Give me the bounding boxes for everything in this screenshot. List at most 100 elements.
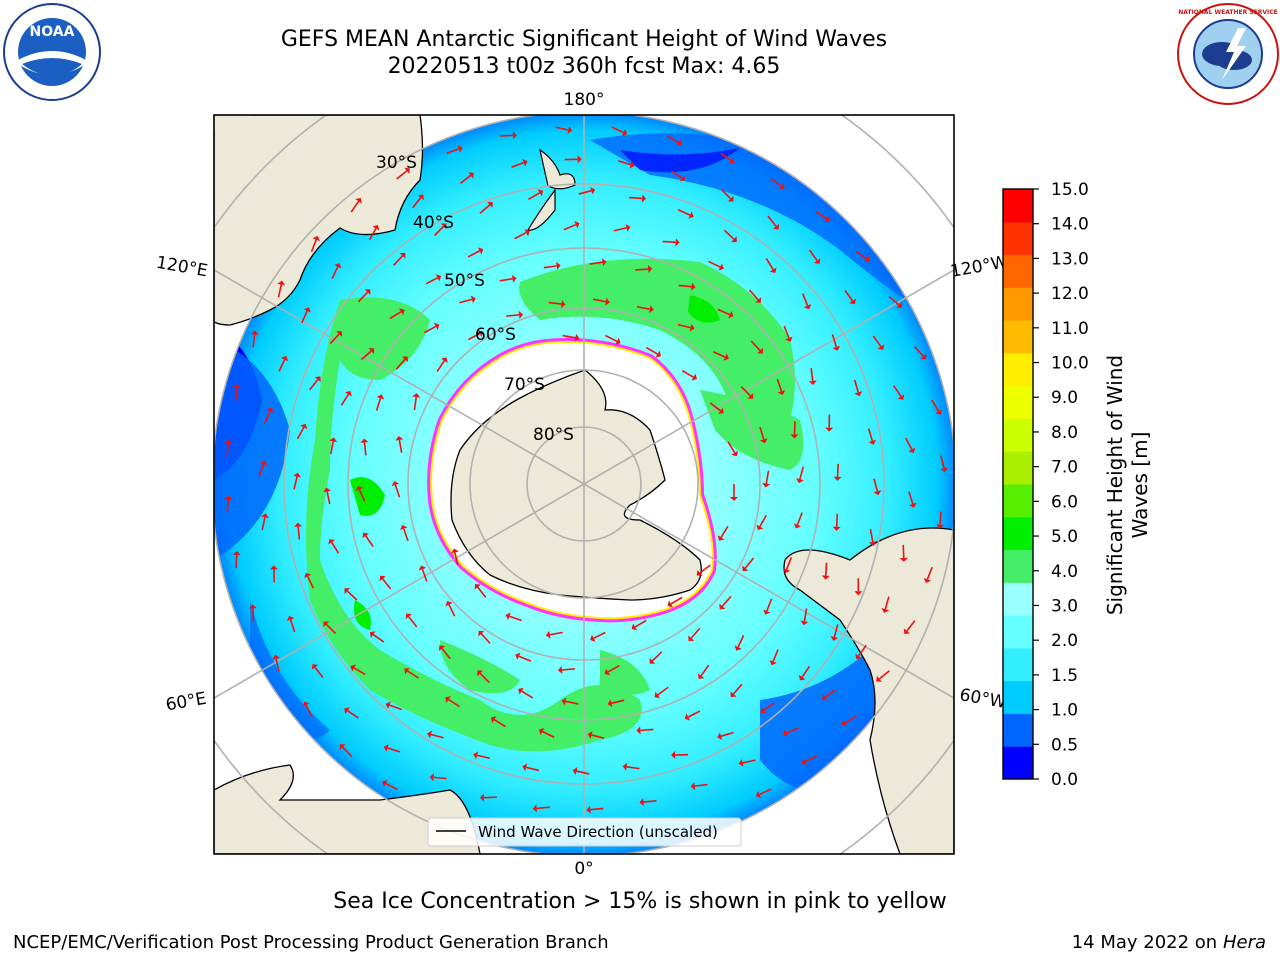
wave-arrow-head bbox=[417, 194, 424, 201]
wave-arrow-shaft bbox=[375, 397, 382, 411]
wave-arrow-head bbox=[730, 691, 737, 698]
wave-arrow-shaft bbox=[855, 250, 867, 260]
colorbar-swatch bbox=[1003, 254, 1033, 288]
wave-arrow-shaft bbox=[395, 358, 406, 370]
colorbar-tick-label: 3.0 bbox=[1051, 596, 1078, 616]
wave-arrow-shaft bbox=[878, 670, 890, 680]
wave-arrow-head bbox=[350, 664, 356, 672]
wave-arrow-shaft bbox=[563, 223, 577, 231]
africa bbox=[214, 764, 481, 854]
wave-arrow-head bbox=[729, 157, 735, 164]
wave-arrow-head bbox=[435, 274, 442, 282]
wave-arrow-head bbox=[718, 407, 724, 414]
wave-arrow-head bbox=[224, 495, 233, 500]
colorbar-swatch bbox=[1003, 582, 1033, 616]
wave-arrow-shaft bbox=[618, 160, 632, 166]
wave-arrow-head bbox=[649, 657, 656, 664]
wave-arrow-shaft bbox=[785, 557, 793, 570]
wave-arrow-head bbox=[667, 600, 673, 608]
wave-arrow-head bbox=[615, 337, 621, 345]
wave-arrow-shaft bbox=[278, 359, 286, 372]
wave-arrow-head bbox=[272, 654, 280, 660]
wave-arrow-head bbox=[328, 538, 336, 545]
wave-arrow-head bbox=[302, 701, 310, 708]
wave-arrow-head bbox=[561, 697, 567, 706]
wave-arrow-shaft bbox=[467, 332, 481, 341]
wave-arrow-shaft bbox=[421, 568, 428, 582]
nws-logo-text: NATIONAL WEATHER SERVICE bbox=[1178, 9, 1277, 16]
lat-label-70s: 70°S bbox=[504, 375, 545, 395]
wave-arrow-head bbox=[399, 252, 406, 259]
wave-arrow-shaft bbox=[446, 148, 460, 155]
wave-arrow-shaft bbox=[289, 619, 296, 633]
wave-arrow-head bbox=[723, 353, 729, 361]
wave-arrow-head bbox=[671, 751, 676, 760]
wave-arrow-head bbox=[717, 732, 723, 741]
wave-arrow-head bbox=[355, 198, 362, 204]
wave-arrow-head bbox=[368, 347, 375, 354]
wave-arrow-head bbox=[647, 265, 653, 273]
colorbar-swatch bbox=[1003, 647, 1033, 682]
wave-arrow-head bbox=[412, 393, 421, 398]
wave-arrow-head bbox=[248, 604, 257, 609]
wave-arrow-head bbox=[470, 295, 476, 304]
wave-arrow-head bbox=[769, 267, 777, 273]
wave-arrow-shaft bbox=[591, 734, 605, 739]
wave-arrow-head bbox=[824, 215, 831, 223]
wave-arrow-shaft bbox=[261, 517, 266, 531]
wave-arrow-shaft bbox=[727, 441, 736, 454]
wave-arrow-shaft bbox=[657, 686, 669, 696]
wave-arrow-head bbox=[511, 274, 517, 283]
wave-arrow-shaft bbox=[626, 765, 640, 770]
wave-arrow-head bbox=[896, 301, 903, 309]
wave-arrow-head bbox=[832, 526, 841, 531]
wave-arrow-head bbox=[522, 763, 528, 772]
wave-arrow-shaft bbox=[346, 590, 358, 601]
wave-arrow-shaft bbox=[277, 284, 283, 298]
title-line-2: 20220513 t00z 360h fcst Max: 4.65 bbox=[387, 54, 781, 79]
wave-arrow-shaft bbox=[430, 733, 444, 739]
wave-arrow-head bbox=[793, 523, 802, 529]
wave-arrow-shaft bbox=[708, 260, 721, 268]
wave-arrow-shaft bbox=[607, 664, 620, 673]
wave-arrow-shaft bbox=[296, 427, 305, 440]
wave-arrow-shaft bbox=[815, 210, 828, 220]
wave-arrow-shaft bbox=[226, 499, 230, 513]
wave-arrow-shaft bbox=[479, 672, 490, 684]
wave-arrow-shaft bbox=[833, 624, 839, 638]
wave-arrow-shaft bbox=[844, 715, 857, 724]
wave-arrow-head bbox=[269, 565, 278, 570]
south-america bbox=[783, 527, 954, 854]
wave-arrow-head bbox=[821, 575, 830, 580]
wave-arrow-shaft bbox=[635, 268, 649, 271]
wave-arrow-shaft bbox=[709, 402, 721, 412]
wave-arrow-shaft bbox=[759, 426, 765, 440]
wave-arrow-shaft bbox=[700, 664, 710, 677]
wave-arrow-head bbox=[841, 719, 848, 727]
wave-arrow-shaft bbox=[329, 441, 334, 455]
wave-arrow-shaft bbox=[408, 616, 418, 628]
wave-arrow-head bbox=[876, 675, 882, 683]
wave-arrow-shaft bbox=[402, 528, 409, 542]
wave-arrow-shaft bbox=[914, 346, 924, 357]
wave-arrow-shaft bbox=[604, 334, 618, 343]
wave-arrow-shaft bbox=[636, 305, 650, 310]
wave-arrow-head bbox=[833, 476, 842, 481]
wave-arrow-head bbox=[601, 258, 607, 267]
wave-arrow-head bbox=[383, 744, 389, 752]
wave-arrow-head bbox=[574, 333, 580, 342]
wave-arrow-head bbox=[515, 652, 521, 660]
map-border bbox=[213, 114, 955, 855]
wave-arrow-head bbox=[382, 779, 388, 788]
wave-arrow-head bbox=[567, 126, 573, 134]
wave-arrow-shaft bbox=[576, 770, 590, 775]
wave-arrow-shaft bbox=[940, 455, 945, 469]
wave-arrow-shaft bbox=[766, 598, 773, 612]
wave-arrow-head bbox=[505, 612, 511, 621]
wave-arrow-head bbox=[782, 567, 791, 574]
wave-arrow-head bbox=[864, 255, 870, 263]
wave-arrow-head bbox=[323, 621, 330, 628]
wave-arrow-head bbox=[487, 201, 493, 208]
wave-arrow-head bbox=[676, 139, 682, 147]
wave-arrow-shaft bbox=[526, 766, 540, 772]
